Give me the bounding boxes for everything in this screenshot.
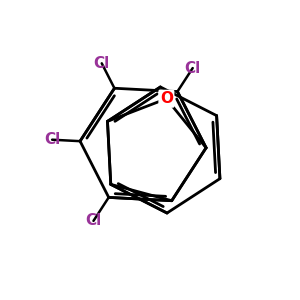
Text: Cl: Cl (44, 132, 60, 147)
Text: Cl: Cl (184, 61, 201, 76)
Text: Cl: Cl (85, 213, 102, 228)
Text: Cl: Cl (94, 56, 110, 71)
Text: O: O (160, 91, 173, 106)
